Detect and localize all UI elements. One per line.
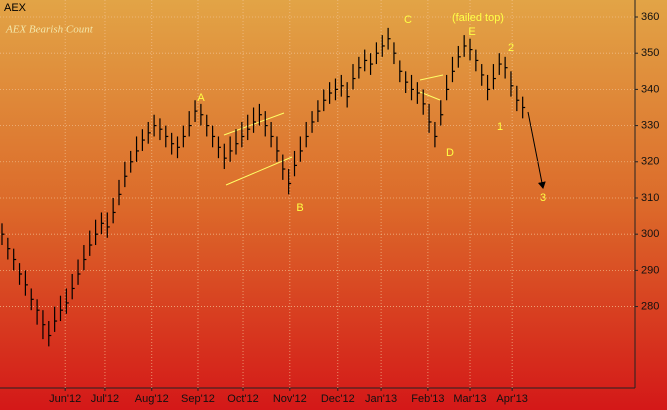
x-tick-label: Aug'12 <box>135 393 169 405</box>
chart-title: AEX Bearish Count <box>5 24 94 36</box>
channel-line <box>225 156 293 186</box>
x-tick-label: Nov'12 <box>273 393 307 405</box>
wave-label: 2 <box>508 42 514 54</box>
wave-label: 1 <box>497 121 503 133</box>
y-tick-label: 360 <box>641 11 659 23</box>
y-tick-label: 330 <box>641 119 659 131</box>
channel-line <box>419 74 444 81</box>
x-tick-label: Jun'12 <box>49 393 81 405</box>
annotations: A B C D E (failed top) 1 2 3 <box>197 12 546 214</box>
x-tick-label: Apr'13 <box>496 393 527 405</box>
wave-label: E <box>468 26 475 38</box>
x-tick-label: Feb'13 <box>411 393 444 405</box>
y-tick-label: 320 <box>641 156 659 168</box>
y-tick-label: 340 <box>641 83 659 95</box>
wave-label: B <box>296 202 303 214</box>
y-tick-label: 280 <box>641 300 659 312</box>
wave-label: 3 <box>540 192 546 204</box>
wave-label: D <box>446 147 454 159</box>
bars <box>1 27 526 347</box>
x-tick-label: Mar'13 <box>453 393 486 405</box>
symbol: AEX <box>4 2 27 14</box>
y-tick-label: 350 <box>641 47 659 59</box>
x-tick-label: Jul'12 <box>91 393 119 405</box>
grid <box>0 0 635 388</box>
projection-arrow <box>527 111 546 189</box>
wave-label: C <box>404 14 412 26</box>
x-tick-label: Sep'12 <box>181 393 215 405</box>
x-tick-label: Oct'12 <box>227 393 258 405</box>
y-tick-label: 290 <box>641 264 659 276</box>
x-tick-label: Jan'13 <box>365 393 397 405</box>
wave-label: (failed top) <box>452 12 504 24</box>
wave-label: A <box>197 92 205 104</box>
x-tick-label: Dec'12 <box>321 393 355 405</box>
y-tick-label: 310 <box>641 192 659 204</box>
y-tick-label: 300 <box>641 228 659 240</box>
